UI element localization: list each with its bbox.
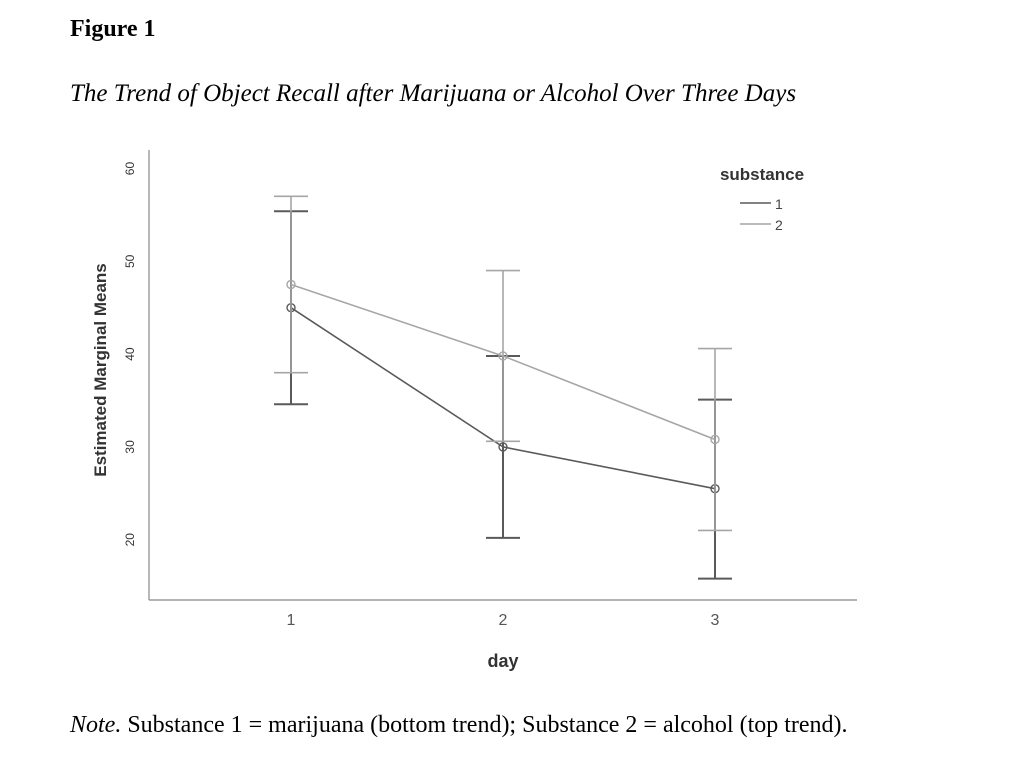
note-text: Substance 1 = marijuana (bottom trend); … [121, 712, 848, 738]
data-point [498, 442, 508, 452]
x-tick-label: 3 [711, 612, 720, 629]
x-tick-label: 2 [499, 612, 508, 629]
y-tick-label: 50 [123, 254, 137, 268]
y-tick-label: 40 [123, 347, 137, 361]
series-line-2 [290, 283, 716, 441]
series-line-1 [290, 307, 716, 490]
figure-note: Note. Substance 1 = marijuana (bottom tr… [70, 712, 848, 739]
legend-title: substance [720, 165, 804, 184]
y-tick-label: 60 [123, 162, 137, 176]
x-axis-label: day [487, 651, 518, 671]
data-point [710, 434, 720, 445]
data-point [286, 279, 296, 290]
x-tick-label: 1 [287, 612, 296, 629]
figure-label: Figure 1 [70, 16, 156, 42]
y-tick-label: 20 [123, 533, 137, 547]
legend-label: 2 [775, 217, 783, 233]
data-point [498, 351, 508, 361]
note-label: Note. [70, 712, 122, 738]
y-tick-label: 30 [123, 440, 137, 454]
line-chart: 20 30 40 50 60 1 2 3 day Estimated Marginal Means… [91, 150, 857, 671]
figure-title: The Trend of Object Recall after Marijua… [70, 80, 797, 107]
legend-label: 1 [775, 196, 783, 212]
y-axis-label: Estimated Marginal Means [91, 263, 110, 477]
